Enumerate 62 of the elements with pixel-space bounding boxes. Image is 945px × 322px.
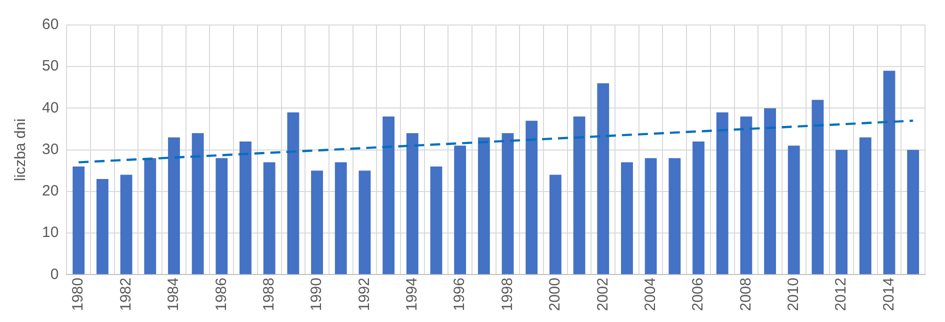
bar xyxy=(549,174,562,274)
x-tick-label: 1984 xyxy=(165,278,182,312)
bar xyxy=(263,162,276,274)
y-tick-label: 60 xyxy=(42,16,59,34)
x-tick-label: 1980 xyxy=(70,278,87,312)
bar xyxy=(144,158,156,274)
bar xyxy=(883,70,896,274)
y-tick-label: 10 xyxy=(42,224,59,242)
bar xyxy=(812,100,824,274)
x-tick-label: 2000 xyxy=(546,278,564,312)
y-axis-title: liczba dni xyxy=(12,118,30,182)
x-tick-label: 2004 xyxy=(642,278,659,312)
x-tick-label: 1998 xyxy=(498,278,516,312)
bar xyxy=(740,116,752,274)
x-tick-label: 1990 xyxy=(308,278,326,312)
bar xyxy=(621,162,633,274)
bar xyxy=(526,120,538,274)
bar xyxy=(382,116,395,274)
x-tick-label: 1992 xyxy=(356,278,373,312)
x-tick-label: 1996 xyxy=(451,278,468,312)
bar xyxy=(311,170,323,274)
bar xyxy=(72,166,85,274)
bar xyxy=(859,137,872,274)
bar xyxy=(192,133,204,274)
bar xyxy=(120,174,132,274)
bar xyxy=(502,133,514,274)
bar xyxy=(96,178,108,274)
bar xyxy=(907,150,920,274)
x-tick-label: 2014 xyxy=(880,278,898,312)
x-tick-label: 2002 xyxy=(594,278,612,312)
x-tick-label: 1986 xyxy=(212,278,230,312)
y-tick-label: 40 xyxy=(42,99,59,116)
bar xyxy=(168,137,180,274)
bar xyxy=(287,112,300,274)
x-tick-label: 2008 xyxy=(737,278,754,312)
x-tick-label: 1994 xyxy=(404,278,421,312)
bar xyxy=(430,166,442,274)
x-tick-label: 2012 xyxy=(832,278,850,312)
bar xyxy=(597,83,610,274)
y-tick-label: 50 xyxy=(42,58,59,75)
x-tick-label: 1982 xyxy=(117,278,134,312)
bar xyxy=(573,116,586,274)
bar xyxy=(692,141,704,274)
y-tick-label: 20 xyxy=(42,182,59,200)
bar xyxy=(454,146,466,274)
bar xyxy=(358,170,371,274)
bar xyxy=(836,150,848,274)
bar xyxy=(788,146,800,274)
bar xyxy=(668,158,681,274)
x-tick-label: 1988 xyxy=(260,278,278,312)
bar xyxy=(478,137,490,274)
x-tick-label: 2006 xyxy=(690,278,707,312)
bar xyxy=(406,133,418,274)
y-tick-label: 30 xyxy=(42,140,59,158)
bar xyxy=(764,108,776,274)
bar xyxy=(644,158,657,274)
y-tick-label: 0 xyxy=(50,266,59,283)
bar xyxy=(240,141,252,274)
x-tick-label: 2010 xyxy=(785,278,802,312)
bar xyxy=(334,162,347,274)
bar xyxy=(716,112,728,274)
bar xyxy=(216,158,228,274)
